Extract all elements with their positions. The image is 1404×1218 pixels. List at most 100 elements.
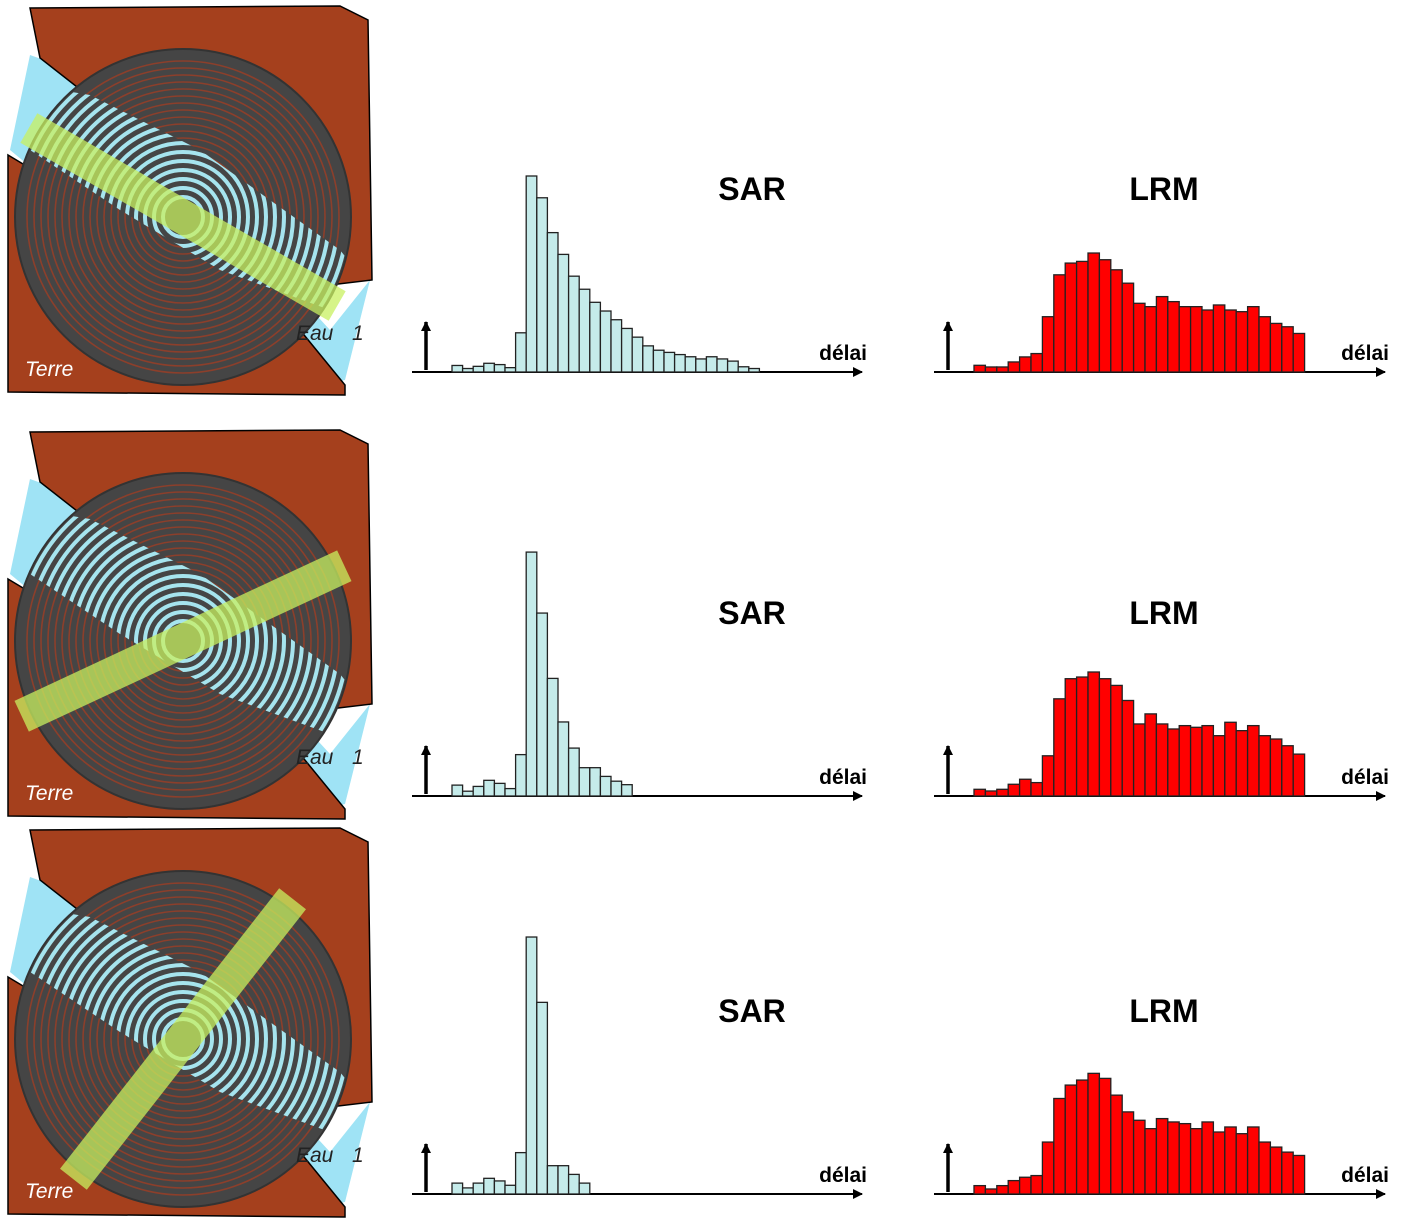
histogram-bar bbox=[1018, 356, 1032, 373]
histogram-bar bbox=[1212, 304, 1226, 373]
x-axis-label: délai bbox=[1341, 342, 1389, 365]
histogram-bar bbox=[1098, 259, 1112, 373]
histogram-bar bbox=[1258, 316, 1272, 373]
histogram-bar bbox=[1235, 729, 1249, 797]
histogram-bar bbox=[1212, 1131, 1226, 1195]
histogram-bar bbox=[610, 780, 623, 797]
lrm-histogram: LRM délai bbox=[934, 595, 1389, 801]
histogram-bar bbox=[472, 365, 485, 373]
histogram-bar bbox=[536, 197, 549, 373]
histogram-bar bbox=[1007, 1179, 1021, 1195]
footprint-outline bbox=[14, 48, 352, 386]
histogram-bar bbox=[536, 612, 549, 797]
histogram-bar bbox=[1178, 1122, 1192, 1195]
histogram-bar bbox=[514, 332, 527, 373]
histogram-bar bbox=[1030, 1174, 1044, 1195]
histogram-bar bbox=[1075, 1079, 1089, 1195]
histogram-bar bbox=[1269, 738, 1283, 797]
histogram-bar bbox=[996, 366, 1009, 373]
histogram-bar bbox=[1201, 309, 1215, 373]
histogram-bar bbox=[716, 358, 729, 373]
histogram-bar bbox=[1075, 676, 1089, 797]
histogram-title: SAR bbox=[718, 993, 786, 1029]
histogram-bar bbox=[1144, 713, 1158, 797]
water-label: Eau bbox=[296, 746, 334, 769]
histogram-bar bbox=[1167, 728, 1180, 797]
histogram-bar bbox=[1178, 724, 1192, 797]
footprint-outline bbox=[14, 870, 352, 1208]
range-ring bbox=[68, 526, 298, 756]
lrm-histogram: LRM délai bbox=[934, 993, 1389, 1199]
histogram-bar bbox=[472, 785, 485, 797]
histogram-bar bbox=[514, 753, 527, 797]
histogram-title: LRM bbox=[1129, 171, 1198, 207]
histogram-bar bbox=[1224, 309, 1237, 373]
histogram-bar bbox=[493, 782, 506, 797]
histogram-bar bbox=[451, 364, 464, 373]
histogram-bar bbox=[1281, 745, 1294, 797]
histogram-bar bbox=[493, 363, 506, 373]
histogram-bar bbox=[525, 551, 538, 797]
histogram-bar bbox=[483, 779, 496, 797]
histogram-bar bbox=[996, 1184, 1009, 1195]
histogram-bar bbox=[620, 327, 633, 373]
sar-histogram: SAR délai bbox=[412, 551, 867, 801]
histogram-bar bbox=[536, 1001, 549, 1195]
range-ring bbox=[47, 81, 319, 353]
range-ring bbox=[40, 74, 326, 360]
histogram-bar bbox=[504, 366, 517, 373]
range-ring bbox=[33, 889, 333, 1189]
histogram-bar bbox=[1053, 1097, 1066, 1195]
histogram-bar bbox=[461, 790, 474, 797]
histogram-bar bbox=[1246, 1126, 1260, 1195]
range-ring bbox=[26, 882, 340, 1196]
histogram-bar bbox=[504, 1184, 517, 1195]
histogram-bar bbox=[973, 1184, 987, 1195]
histogram-bar bbox=[1087, 671, 1101, 797]
histogram-bar bbox=[748, 367, 761, 373]
range-ring bbox=[33, 491, 333, 791]
histogram-bar bbox=[1041, 316, 1055, 373]
histogram-bar bbox=[1235, 311, 1249, 373]
range-ring bbox=[152, 1008, 214, 1070]
histogram-bar bbox=[1064, 678, 1078, 797]
histogram-bar bbox=[737, 366, 750, 373]
histogram-bar bbox=[1155, 723, 1169, 797]
histogram-bar bbox=[1178, 305, 1192, 373]
histogram-bar bbox=[451, 1182, 464, 1195]
range-ring bbox=[68, 924, 298, 1154]
histogram-bar bbox=[1064, 1084, 1078, 1195]
histogram-bar bbox=[1053, 274, 1066, 373]
footprint-rings bbox=[26, 60, 340, 374]
histogram-title: LRM bbox=[1129, 993, 1198, 1029]
histogram-bar bbox=[1121, 1111, 1135, 1195]
histogram-bar bbox=[1224, 1126, 1237, 1195]
histogram-bar bbox=[525, 175, 538, 373]
histogram-bar bbox=[620, 784, 633, 797]
histogram-bar bbox=[1155, 295, 1169, 373]
range-ring bbox=[68, 102, 298, 332]
histogram-bar bbox=[642, 345, 655, 373]
histogram-bar bbox=[599, 310, 612, 373]
histogram-bar bbox=[1269, 322, 1283, 373]
histogram-bar bbox=[1246, 724, 1260, 797]
histogram-bar bbox=[1007, 783, 1021, 797]
histogram-title: SAR bbox=[718, 595, 786, 631]
range-ring bbox=[61, 95, 305, 339]
histogram-bar bbox=[684, 356, 697, 373]
histogram-bar bbox=[1041, 755, 1055, 797]
histogram-bar bbox=[1189, 305, 1203, 373]
histogram-bar bbox=[578, 1182, 591, 1195]
histogram-bar bbox=[996, 788, 1009, 797]
histogram-bar bbox=[1110, 684, 1123, 797]
range-ring bbox=[40, 896, 326, 1182]
histogram-bar bbox=[514, 1151, 527, 1195]
x-axis-label: délai bbox=[819, 342, 867, 365]
histogram-bar bbox=[1144, 1127, 1158, 1195]
water-label: Eau bbox=[296, 322, 334, 345]
range-ring bbox=[26, 484, 340, 798]
histogram-bar bbox=[472, 1182, 485, 1195]
histogram-bar bbox=[973, 788, 987, 797]
beam-band bbox=[20, 113, 346, 321]
